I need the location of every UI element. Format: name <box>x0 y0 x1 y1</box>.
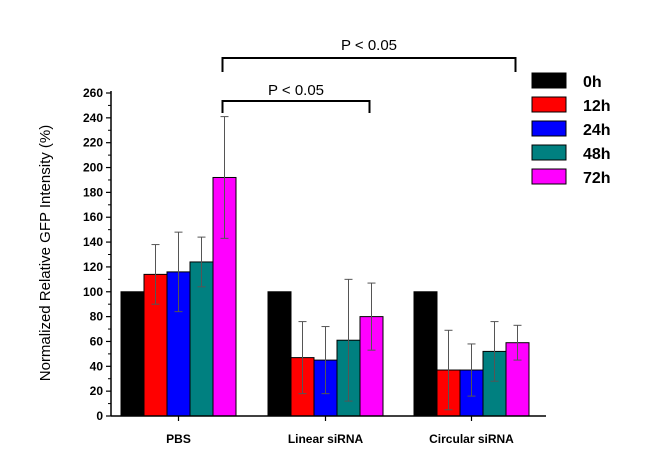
y-tick-label: 60 <box>90 334 104 348</box>
bar-circular-sirna-0h <box>413 291 438 417</box>
legend-swatch-12h <box>531 96 567 113</box>
y-tick-label: 100 <box>83 285 103 299</box>
y-tick-label: 240 <box>83 111 103 125</box>
y-tick-label: 80 <box>90 310 104 324</box>
y-tick-label: 120 <box>83 260 103 274</box>
legend-label: 12h <box>583 98 611 115</box>
legend-swatch-24h <box>531 120 567 137</box>
bar-pbs-0h <box>120 291 145 417</box>
significance-bracket <box>221 57 517 72</box>
significance-annotations: P < 0.05 P < 0.05 <box>221 37 517 113</box>
y-tick-label: 40 <box>90 359 104 373</box>
significance-bracket <box>221 100 371 113</box>
category-label: Circular siRNA <box>429 432 514 446</box>
legend-label: 72h <box>583 170 611 187</box>
legend-label: 48h <box>583 146 611 163</box>
axes <box>110 91 546 417</box>
y-tick-label: 0 <box>96 409 103 423</box>
legend-label: 24h <box>583 122 611 139</box>
legend: 0h 12h 24h 48h 72h <box>531 72 611 187</box>
x-categories: PBS Linear siRNA Circular siRNA <box>166 416 514 446</box>
y-tick-label: 200 <box>83 161 103 175</box>
y-tick-label: 220 <box>83 136 103 150</box>
significance-label: P < 0.05 <box>341 37 397 54</box>
category-label: PBS <box>166 432 191 446</box>
legend-label: 0h <box>583 74 602 91</box>
y-tick-label: 180 <box>83 185 103 199</box>
legend-swatch-48h <box>531 144 567 161</box>
y-tick-label: 20 <box>90 384 104 398</box>
y-tick-label: 260 <box>83 86 103 100</box>
legend-swatch-0h <box>531 72 567 89</box>
y-tick-label: 160 <box>83 210 103 224</box>
category-label: Linear siRNA <box>288 432 364 446</box>
bar-linear-sirna-0h <box>267 291 292 417</box>
error-bars <box>151 116 522 411</box>
y-ticks: 0 20 40 60 80 100 120 140 160 180 200 220 240 260 <box>83 86 111 423</box>
significance-label: P < 0.05 <box>268 82 324 99</box>
y-axis-title: Normalized Relative GFP Intensity (%) <box>37 125 54 381</box>
legend-swatch-72h <box>531 168 567 185</box>
y-tick-label: 140 <box>83 235 103 249</box>
